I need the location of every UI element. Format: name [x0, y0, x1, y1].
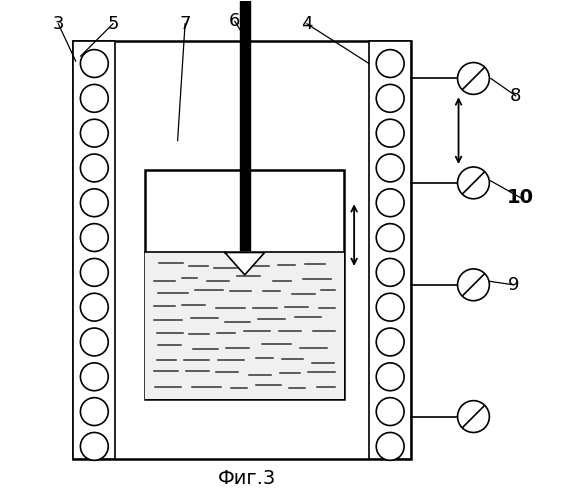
Circle shape: [80, 50, 108, 78]
Circle shape: [457, 167, 490, 199]
Circle shape: [376, 189, 404, 216]
Bar: [145, 252, 344, 399]
Circle shape: [80, 119, 108, 147]
Circle shape: [80, 294, 108, 321]
Circle shape: [376, 432, 404, 460]
Circle shape: [457, 269, 490, 300]
Circle shape: [376, 154, 404, 182]
Circle shape: [80, 154, 108, 182]
Bar: [73, 41, 115, 459]
Circle shape: [376, 84, 404, 112]
Circle shape: [457, 400, 490, 432]
Circle shape: [80, 363, 108, 390]
Bar: [73, 41, 412, 459]
Circle shape: [376, 119, 404, 147]
Circle shape: [376, 328, 404, 356]
Circle shape: [80, 189, 108, 216]
Circle shape: [376, 398, 404, 425]
Text: 10: 10: [507, 188, 534, 208]
Text: 5: 5: [107, 15, 119, 33]
Circle shape: [376, 363, 404, 390]
Circle shape: [376, 294, 404, 321]
Text: 8: 8: [510, 87, 521, 105]
Circle shape: [80, 224, 108, 252]
Bar: [145, 170, 344, 399]
Text: Фиг.3: Фиг.3: [218, 468, 276, 487]
Circle shape: [80, 328, 108, 356]
Circle shape: [376, 224, 404, 252]
Text: 6: 6: [229, 12, 241, 30]
Circle shape: [80, 432, 108, 460]
Circle shape: [457, 62, 490, 94]
Bar: [369, 41, 412, 459]
Circle shape: [376, 50, 404, 78]
Text: 7: 7: [179, 15, 191, 33]
Text: 9: 9: [507, 276, 519, 294]
Circle shape: [80, 84, 108, 112]
Circle shape: [376, 258, 404, 286]
Text: 3: 3: [53, 15, 64, 33]
Polygon shape: [225, 252, 265, 275]
Circle shape: [80, 258, 108, 286]
Circle shape: [80, 398, 108, 425]
Text: 4: 4: [301, 15, 313, 33]
